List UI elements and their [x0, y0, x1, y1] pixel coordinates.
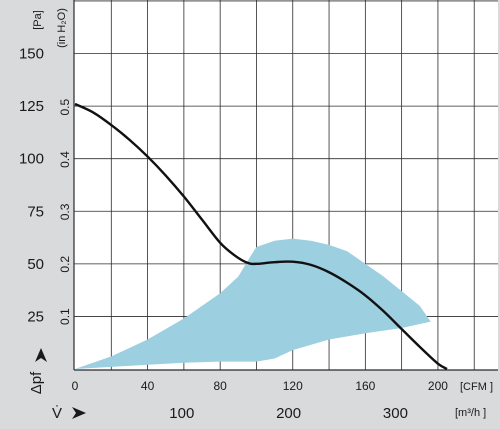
pressure-curves: [74, 102, 448, 371]
x-axis-unit: [CFM ]: [460, 381, 493, 393]
y-secondary-tick-label: 0.1: [58, 308, 72, 325]
x-tick-label: 200: [428, 379, 448, 393]
x-tick-label: 40: [141, 379, 155, 393]
x-tick-label: 0: [72, 379, 79, 393]
y-tick-label: 125: [19, 98, 44, 115]
x-tick-label: 80: [213, 379, 227, 393]
y-tick-label: 75: [27, 203, 44, 220]
y-axis-secondary-unit: (in H₂O): [56, 8, 68, 48]
operating-range-region: [75, 238, 431, 369]
pressure-curve-1: [74, 102, 448, 371]
x-axis-metric-symbol: V̇: [52, 405, 62, 422]
y-secondary-tick-label: 0.5: [58, 98, 72, 115]
y-tick-label: 100: [19, 151, 44, 168]
x-axis-metric-unit: [m³/h ]: [455, 407, 486, 419]
x-axis-metric-ticks: 100 200 300: [169, 405, 408, 422]
y-secondary-tick-label: 0.3: [58, 203, 72, 220]
x-metric-tick-label: 200: [276, 405, 301, 422]
x-tick-label: 160: [355, 379, 375, 393]
x-metric-tick-label: 300: [383, 405, 408, 422]
y-secondary-tick-label: 0.2: [58, 256, 72, 273]
grid-lines: [73, 0, 498, 371]
y-axis-secondary-ticks: 0.1 0.2 0.3 0.4 0.5: [58, 98, 72, 324]
y-secondary-tick-label: 0.4: [58, 151, 72, 168]
x-axis-ticks: 0 40 80 120 160 200: [72, 379, 449, 393]
y-axis-symbol: Δpf: [28, 371, 45, 394]
x-tick-label: 120: [283, 379, 303, 393]
y-axis-unit: [Pa]: [32, 10, 44, 30]
operating-range-area: [75, 238, 431, 369]
x-metric-tick-label: 100: [169, 405, 194, 422]
y-axis-ticks: 25 50 75 100 125 150: [19, 46, 44, 326]
y-tick-label: 150: [19, 46, 44, 63]
y-axis-arrow-icon: [35, 348, 47, 362]
y-tick-label: 25: [27, 308, 44, 325]
y-tick-label: 50: [27, 256, 44, 273]
x-axis-arrow-icon: [72, 407, 86, 419]
